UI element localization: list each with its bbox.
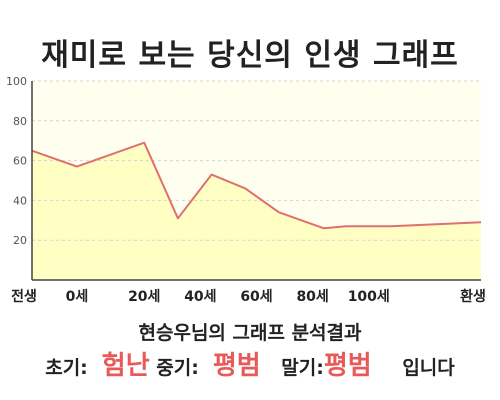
series-line (31, 141, 482, 230)
x-tick-label-6: 100세 (348, 289, 390, 305)
mid-label: 중기: (156, 357, 199, 379)
x-tick-label-0: 전생 (11, 288, 37, 305)
y-tick-label-20: 20 (13, 234, 27, 247)
y-tick-label-80: 80 (13, 115, 27, 128)
x-tick-label-3: 40세 (184, 289, 216, 305)
y-tick-label-40: 40 (13, 194, 27, 207)
area-fill (32, 142, 481, 280)
analysis-heading: 현승우님의 그래프 분석결과 (138, 322, 362, 344)
x-tick-label-1: 0세 (66, 289, 89, 305)
x-tick-label-7: 환생 (460, 288, 486, 305)
mid-value: 평범 (212, 351, 261, 381)
late-value: 평범 (323, 351, 372, 381)
chart-title: 재미로 보는 당신의 인생 그래프 (41, 38, 459, 73)
early-value: 험난 (101, 351, 150, 381)
y-tick-label-100: 100 (6, 75, 27, 88)
early-label: 초기: (45, 357, 88, 379)
x-tick-label-2: 20세 (128, 289, 160, 305)
y-tick-label-60: 60 (13, 155, 27, 168)
ending-text: 입니다 (402, 357, 455, 379)
x-tick-label-5: 80세 (296, 289, 328, 305)
analysis-summary: 초기: 험난 중기: 평범 말기:평범 입니다 (0, 345, 500, 382)
x-tick-label-4: 60세 (240, 289, 272, 305)
late-label: 말기: (281, 357, 324, 379)
